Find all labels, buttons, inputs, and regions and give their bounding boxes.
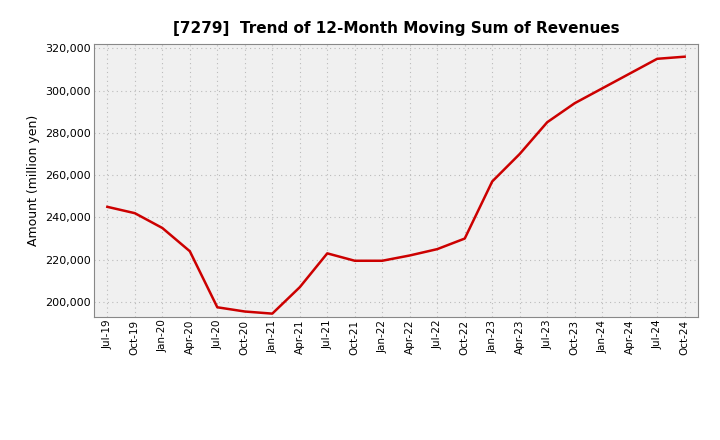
Title: [7279]  Trend of 12-Month Moving Sum of Revenues: [7279] Trend of 12-Month Moving Sum of R…: [173, 21, 619, 36]
Y-axis label: Amount (million yen): Amount (million yen): [27, 115, 40, 246]
